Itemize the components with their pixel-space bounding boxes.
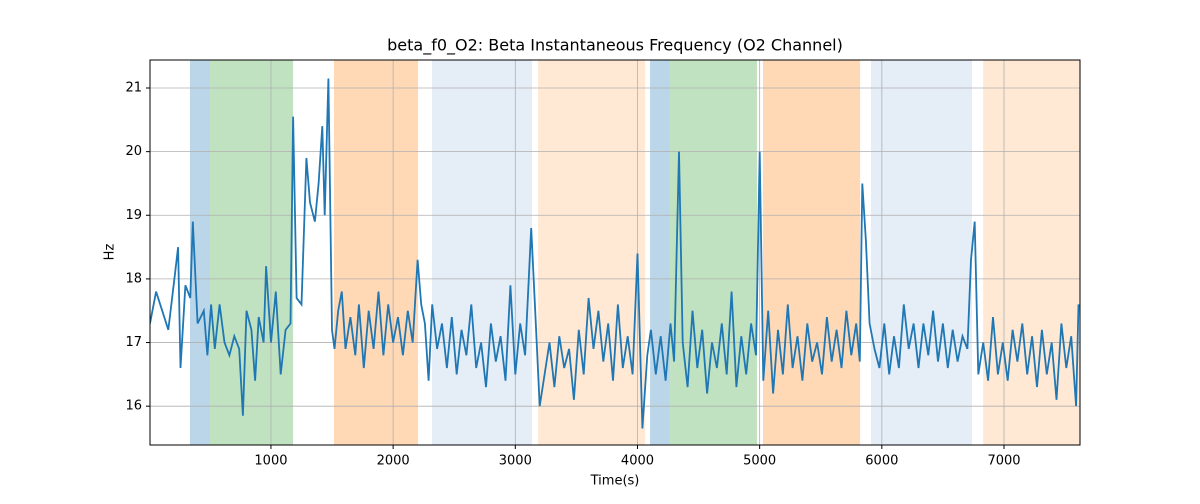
y-tick-label: 21	[125, 81, 142, 96]
shaded-span	[650, 60, 671, 445]
y-tick-label: 18	[125, 271, 142, 286]
x-tick-label: 4000	[621, 454, 654, 469]
shaded-span	[762, 60, 861, 445]
shaded-span	[670, 60, 757, 445]
x-tick-label: 1000	[254, 454, 287, 469]
y-tick-label: 19	[125, 208, 142, 223]
y-tick-label: 17	[125, 335, 142, 350]
x-tick-label: 3000	[499, 454, 532, 469]
shaded-span	[431, 60, 533, 445]
data-line	[150, 78, 1080, 429]
shaded-span	[983, 60, 1080, 445]
plot-frame	[149, 59, 1081, 446]
x-tick-label: 7000	[987, 454, 1020, 469]
y-axis-label: Hz	[103, 244, 118, 261]
x-tick-label: 2000	[377, 454, 410, 469]
y-tick-label: 20	[125, 144, 142, 159]
x-tick-label: 6000	[865, 454, 898, 469]
shaded-span	[209, 60, 294, 445]
x-axis-label: Time(s)	[590, 474, 640, 489]
shaded-span	[333, 60, 419, 445]
shaded-span	[538, 60, 646, 445]
shaded-span	[189, 60, 210, 445]
x-tick-label: 5000	[743, 454, 776, 469]
shaded-span	[870, 60, 972, 445]
chart-title: beta_f0_O2: Beta Instantaneous Frequency…	[387, 36, 843, 56]
y-tick-label: 16	[125, 399, 142, 414]
